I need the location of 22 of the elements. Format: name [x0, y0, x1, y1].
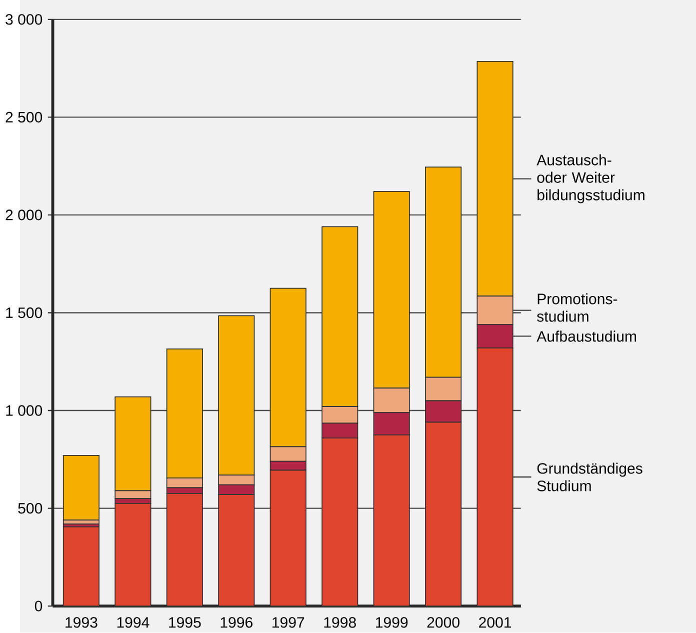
x-tick-label: 2000: [427, 617, 460, 628]
x-tick-label: 1993: [66, 617, 98, 628]
y-tick-label: 2 000: [6, 210, 42, 220]
x-tick-label: 1994: [117, 617, 150, 628]
x-tick-label: 1995: [169, 617, 201, 628]
bar: [62, 455, 100, 521]
legend-label: Grundständiges Studium: [537, 462, 642, 492]
y-tick-label: 3 000: [6, 14, 42, 25]
x-tick-label: 1996: [220, 617, 252, 628]
y-tick-label: 1 500: [6, 308, 42, 318]
bar: [62, 526, 100, 607]
y-tick-label: 2 500: [6, 112, 42, 123]
x-tick-label: 1999: [376, 617, 408, 628]
legend-label: Austausch- oder Weiter bildungsstudium: [536, 154, 644, 204]
x-tick-label: 2001: [479, 617, 512, 628]
x-tick-label: 1997: [272, 617, 304, 628]
legend-label: Promotions- studium: [537, 293, 618, 322]
legend-label: Aufbaustudium: [536, 330, 636, 342]
y-tick-label: 500: [18, 503, 42, 514]
x-tick-label: 1998: [324, 617, 356, 628]
y-tick-label: 1 000: [6, 405, 42, 416]
y-tick-label: 0: [34, 600, 42, 612]
